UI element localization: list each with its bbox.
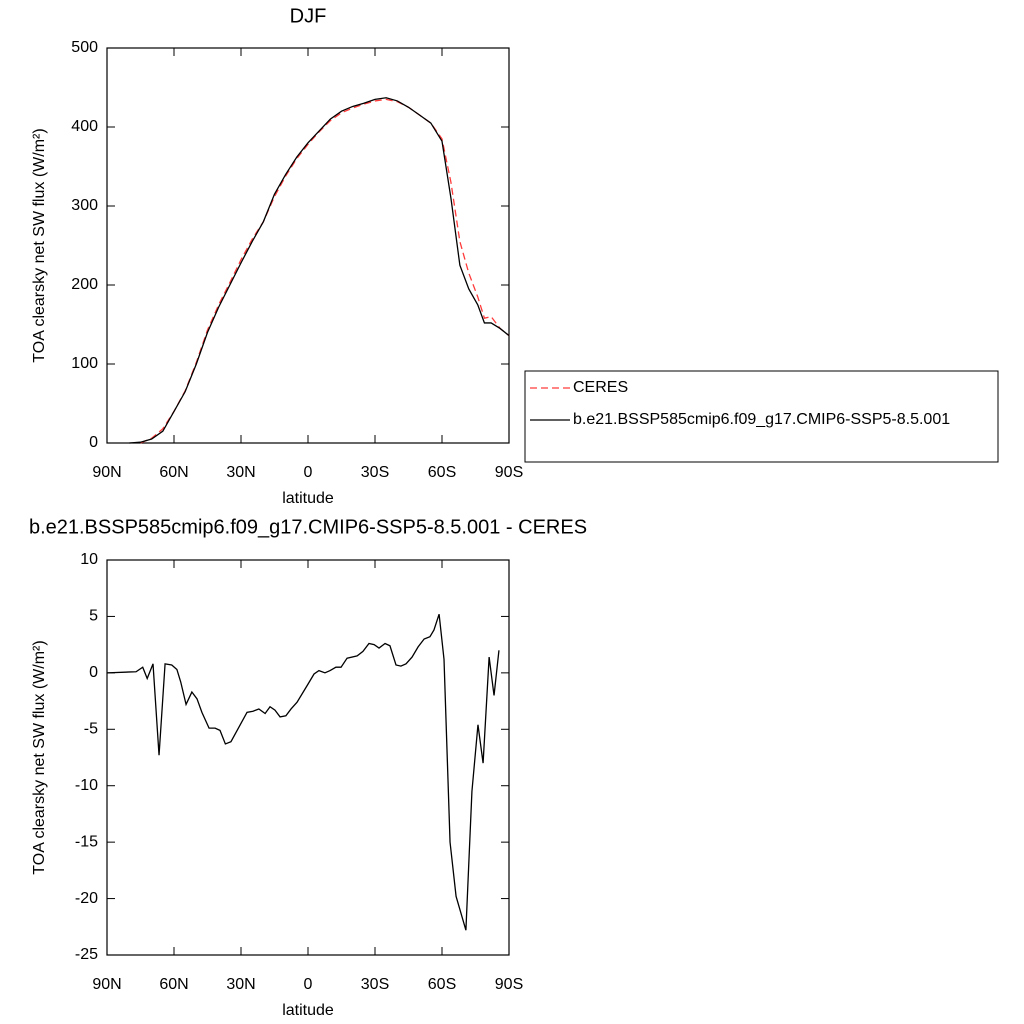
- data-line: [140, 98, 510, 444]
- data-line: [129, 97, 510, 444]
- y-axis-label: TOA clearsky net SW flux (W/m²): [31, 128, 48, 362]
- y-tick-label: -10: [75, 777, 98, 794]
- y-tick-label: -15: [75, 833, 98, 850]
- x-tick-label: 90N: [92, 464, 121, 481]
- x-tick-label: 60N: [159, 976, 188, 993]
- chart-title: DJF: [290, 5, 327, 27]
- legend-label: b.e21.BSSP585cmip6.f09_g17.CMIP6-SSP5-8.…: [573, 411, 950, 428]
- y-axis-label: TOA clearsky net SW flux (W/m²): [31, 640, 48, 874]
- x-tick-label: 0: [304, 464, 313, 481]
- y-tick-label: 0: [89, 434, 98, 451]
- plot-frame: [106, 47, 510, 444]
- y-tick-label: 400: [71, 118, 98, 135]
- x-axis-label: latitude: [282, 490, 334, 507]
- x-tick-label: 60S: [428, 464, 456, 481]
- y-tick-label: -25: [75, 946, 98, 963]
- data-line: [106, 613, 500, 931]
- x-tick-label: 30S: [361, 464, 389, 481]
- chart-title: b.e21.BSSP585cmip6.f09_g17.CMIP6-SSP5-8.…: [29, 516, 587, 538]
- x-tick-label: 90N: [92, 976, 121, 993]
- x-tick-label: 30N: [226, 464, 255, 481]
- y-tick-label: -20: [75, 890, 98, 907]
- plot-frame: [106, 559, 510, 956]
- y-tick-label: 300: [71, 197, 98, 214]
- y-tick-label: 100: [71, 355, 98, 372]
- x-tick-label: 60S: [428, 976, 456, 993]
- y-tick-label: 5: [89, 608, 98, 625]
- y-tick-label: 10: [80, 551, 98, 568]
- x-tick-label: 90S: [495, 976, 523, 993]
- x-tick-label: 30N: [226, 976, 255, 993]
- y-tick-label: 500: [71, 39, 98, 56]
- legend-box: [524, 370, 999, 463]
- x-tick-label: 30S: [361, 976, 389, 993]
- x-tick-label: 90S: [495, 464, 523, 481]
- x-tick-label: 0: [304, 976, 313, 993]
- y-tick-label: 200: [71, 276, 98, 293]
- y-tick-label: 0: [89, 664, 98, 681]
- y-tick-label: -5: [84, 721, 98, 738]
- legend-label: CERES: [573, 379, 628, 396]
- x-axis-label: latitude: [282, 1002, 334, 1019]
- x-tick-label: 60N: [159, 464, 188, 481]
